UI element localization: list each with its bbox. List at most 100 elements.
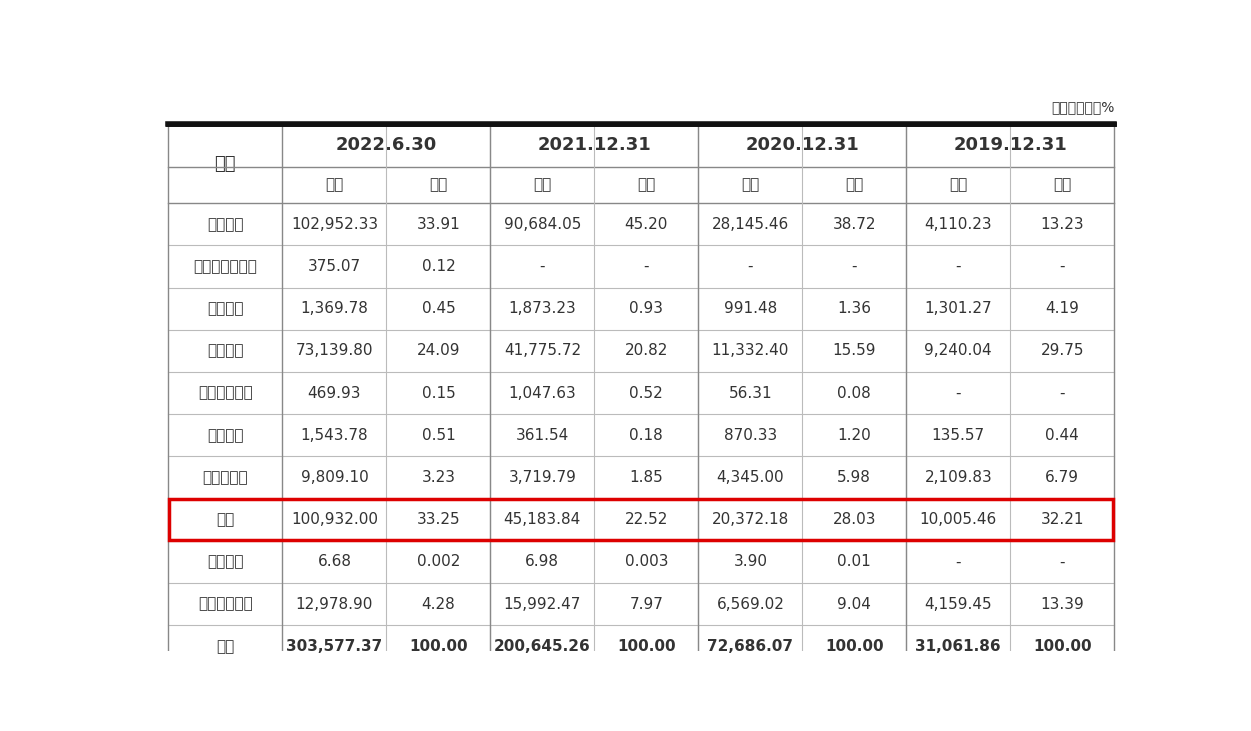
Text: -: - [1060, 385, 1065, 401]
Text: 交易性金融资产: 交易性金融资产 [193, 259, 258, 274]
Text: 4,159.45: 4,159.45 [924, 596, 992, 612]
Text: 金额: 金额 [325, 178, 344, 192]
Text: 20.82: 20.82 [624, 344, 668, 358]
Bar [168, 625, 1115, 667]
Text: 100.00: 100.00 [617, 639, 676, 654]
Text: 4,110.23: 4,110.23 [924, 216, 992, 232]
Bar [168, 203, 1115, 246]
Text: 100.00: 100.00 [409, 639, 468, 654]
Text: 占比: 占比 [846, 178, 863, 192]
Text: 0.01: 0.01 [837, 554, 871, 569]
Text: 6.68: 6.68 [318, 554, 352, 569]
Text: 41,775.72: 41,775.72 [504, 344, 580, 358]
Text: 303,577.37: 303,577.37 [286, 639, 383, 654]
Text: 100,932.00: 100,932.00 [291, 512, 378, 527]
Text: -: - [748, 259, 753, 274]
Bar [906, 167, 1115, 203]
Bar [168, 456, 1115, 499]
Text: 0.12: 0.12 [422, 259, 455, 274]
Text: 11,332.40: 11,332.40 [712, 344, 789, 358]
Text: 45.20: 45.20 [624, 216, 668, 232]
Text: 1.85: 1.85 [629, 470, 663, 485]
Bar [490, 124, 698, 167]
Bar [490, 167, 698, 203]
Text: 0.08: 0.08 [837, 385, 871, 401]
Text: 0.52: 0.52 [629, 385, 663, 401]
Text: 2020.12.31: 2020.12.31 [746, 137, 859, 154]
Text: 1,047.63: 1,047.63 [508, 385, 577, 401]
Bar [168, 499, 1115, 541]
Text: 7.97: 7.97 [629, 596, 663, 612]
Text: 合计: 合计 [216, 639, 234, 654]
Text: -: - [956, 554, 961, 569]
Text: 占比: 占比 [1053, 178, 1071, 192]
Text: 1.20: 1.20 [837, 428, 871, 443]
Text: 金额: 金额 [741, 178, 759, 192]
Text: 货币资金: 货币资金 [206, 216, 244, 232]
Text: -: - [852, 259, 857, 274]
Bar [906, 124, 1115, 167]
Text: 9.04: 9.04 [837, 596, 871, 612]
Text: -: - [643, 259, 649, 274]
Text: 4,345.00: 4,345.00 [717, 470, 784, 485]
Text: 占比: 占比 [637, 178, 656, 192]
Bar [168, 246, 1115, 287]
Text: 0.003: 0.003 [624, 554, 668, 569]
Text: 1,543.78: 1,543.78 [300, 428, 368, 443]
Text: 应收账款: 应收账款 [206, 344, 244, 358]
Text: 38.72: 38.72 [833, 216, 876, 232]
Text: 其他流动资产: 其他流动资产 [198, 596, 253, 612]
Text: 28,145.46: 28,145.46 [712, 216, 789, 232]
Text: -: - [1060, 554, 1065, 569]
Text: 13.23: 13.23 [1041, 216, 1085, 232]
Text: 6.79: 6.79 [1046, 470, 1080, 485]
Text: 9,240.04: 9,240.04 [924, 344, 992, 358]
Text: 45,183.84: 45,183.84 [504, 512, 580, 527]
Text: 项目: 项目 [214, 155, 236, 173]
Text: 375.07: 375.07 [308, 259, 362, 274]
Text: 4.28: 4.28 [422, 596, 455, 612]
Bar [168, 372, 1115, 414]
Bar [168, 287, 1115, 330]
Text: 13.39: 13.39 [1041, 596, 1085, 612]
Text: -: - [956, 385, 961, 401]
Text: 金额: 金额 [950, 178, 967, 192]
Text: 3.90: 3.90 [733, 554, 767, 569]
Text: 0.51: 0.51 [422, 428, 455, 443]
Text: 0.002: 0.002 [417, 554, 460, 569]
Text: 991.48: 991.48 [724, 301, 777, 316]
Text: 12,978.90: 12,978.90 [295, 596, 373, 612]
Text: 3.23: 3.23 [422, 470, 455, 485]
Text: 2021.12.31: 2021.12.31 [538, 137, 652, 154]
Text: 存货: 存货 [216, 512, 234, 527]
Text: 占比: 占比 [429, 178, 448, 192]
Text: 9,809.10: 9,809.10 [300, 470, 368, 485]
Text: 24.09: 24.09 [417, 344, 460, 358]
Text: 361.54: 361.54 [515, 428, 569, 443]
Text: 应收票据: 应收票据 [206, 301, 244, 316]
Text: -: - [1060, 259, 1065, 274]
Text: 0.44: 0.44 [1046, 428, 1080, 443]
Bar [283, 167, 490, 203]
Text: 22.52: 22.52 [624, 512, 668, 527]
Text: 29.75: 29.75 [1041, 344, 1085, 358]
Text: 20,372.18: 20,372.18 [712, 512, 789, 527]
Text: 0.15: 0.15 [422, 385, 455, 401]
Text: 102,952.33: 102,952.33 [290, 216, 378, 232]
Text: 2019.12.31: 2019.12.31 [953, 137, 1067, 154]
Text: 31,061.86: 31,061.86 [916, 639, 1001, 654]
Text: -: - [956, 259, 961, 274]
Text: 6,569.02: 6,569.02 [717, 596, 784, 612]
Text: 2,109.83: 2,109.83 [924, 470, 992, 485]
Text: 5.98: 5.98 [837, 470, 871, 485]
Text: 2022.6.30: 2022.6.30 [335, 137, 437, 154]
Text: 200,645.26: 200,645.26 [494, 639, 590, 654]
Text: 100.00: 100.00 [824, 639, 883, 654]
Text: 金额: 金额 [533, 178, 552, 192]
Text: -: - [539, 259, 545, 274]
Bar [168, 124, 283, 203]
Text: 72,686.07: 72,686.07 [707, 639, 793, 654]
Bar [168, 583, 1115, 625]
Text: 15,992.47: 15,992.47 [504, 596, 580, 612]
Text: 应收款项融资: 应收款项融资 [198, 385, 253, 401]
